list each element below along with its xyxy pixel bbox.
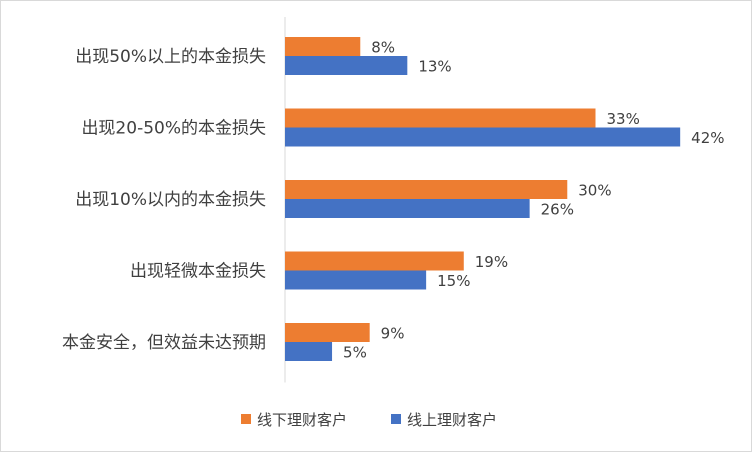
bar-online [285, 56, 408, 75]
data-label: 42% [691, 129, 724, 147]
bar-offline [285, 108, 596, 128]
category-labels: 出现50%以上的本金损失出现20-50%的本金损失出现10%以内的本金损失出现轻… [62, 47, 266, 353]
data-label: 30% [578, 182, 611, 200]
bar-online [285, 199, 530, 218]
bar-offline [285, 37, 361, 56]
category-label: 出现10%以内的本金损失 [75, 190, 266, 210]
category-label: 本金安全，但效益未达预期 [62, 333, 266, 353]
data-label: 19% [475, 253, 508, 271]
bars [285, 37, 681, 361]
data-label: 33% [607, 110, 640, 128]
legend-swatch [241, 414, 251, 424]
data-label: 5% [343, 344, 367, 362]
data-label: 26% [541, 201, 574, 219]
data-label: 9% [381, 325, 405, 343]
legend-label: 线上理财客户 [407, 411, 497, 429]
legend-swatch [391, 414, 401, 424]
category-label: 出现50%以上的本金损失 [75, 47, 266, 67]
bar-online [285, 127, 681, 147]
data-label: 8% [371, 39, 395, 57]
category-label: 出现轻微本金损失 [130, 262, 266, 282]
legend: 线下理财客户 线上理财客户 [241, 411, 497, 429]
data-label: 15% [437, 272, 470, 290]
bar-offline [285, 251, 464, 271]
bar-offline [285, 180, 568, 199]
bar-offline [285, 323, 370, 342]
bar-online [285, 342, 333, 361]
legend-label: 线下理财客户 [257, 411, 347, 429]
data-labels: 8% 13% 33% 42% 30%26% 19% 15% 9% 5% [343, 39, 724, 362]
bar-online [285, 270, 427, 290]
category-label: 出现20-50%的本金损失 [81, 119, 266, 139]
data-label: 13% [418, 58, 451, 76]
